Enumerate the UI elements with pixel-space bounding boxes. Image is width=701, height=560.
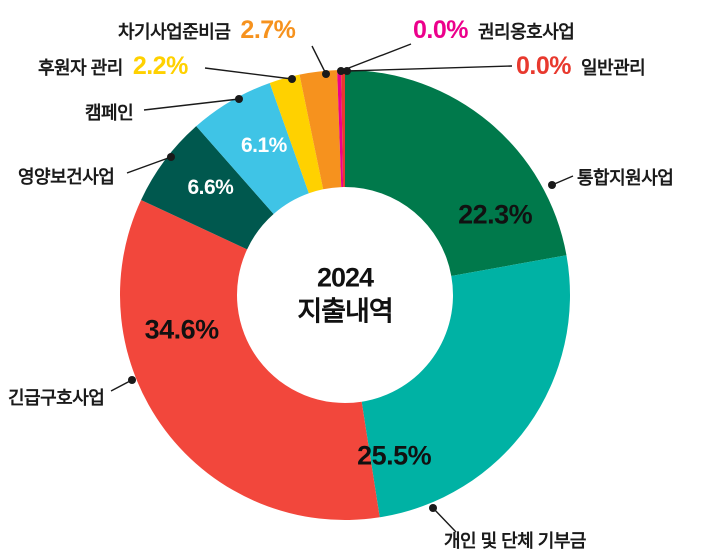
slice-rights-advocacy	[337, 70, 344, 188]
slice-next-project-reserve	[299, 70, 342, 190]
leader-dot-campaign	[235, 95, 243, 103]
slice-label-general-management: 일반관리	[580, 57, 646, 78]
callout-next-project-reserve: 차기사업준비금 2.7%	[118, 16, 296, 45]
leader-dot-individual-group-donations	[429, 504, 437, 512]
leader-dot-emergency-relief	[128, 376, 136, 384]
slice-label-next-project-reserve: 차기사업준비금	[118, 21, 231, 42]
leader-dot-next-project-reserve	[322, 70, 330, 78]
callout-emergency-relief: 긴급구호사업	[8, 384, 105, 410]
slice-campaign	[196, 82, 309, 214]
chart-center-title: 2024 지출내역	[297, 261, 393, 329]
slice-label-individual-group-donations: 개인 및 단체 기부금	[444, 531, 586, 551]
slice-label-emergency-relief: 긴급구호사업	[8, 388, 105, 408]
leader-line-rights-advocacy	[340, 43, 412, 72]
callout-general-management: 0.0% 일반관리	[516, 52, 646, 81]
slice-label-rights-advocacy: 권리옹호사업	[477, 21, 575, 42]
callout-campaign: 캠페인	[85, 99, 134, 125]
slice-value-emergency-relief: 34.6%	[144, 314, 220, 345]
slice-percent-donor-management: 2.2%	[132, 52, 188, 80]
slice-value-campaign: 6.1%	[240, 133, 287, 157]
center-title-text: 지출내역	[297, 296, 393, 326]
callout-integrated-support: 통합지원사업	[577, 164, 674, 190]
slice-emergency-relief	[120, 199, 380, 520]
slice-label-campaign: 캠페인	[85, 103, 134, 123]
leader-line-nutrition-health	[126, 156, 172, 174]
slice-individual-group-donations	[361, 255, 570, 518]
slice-percent-general-management: 0.0%	[516, 52, 571, 80]
leader-dot-integrated-support	[548, 181, 556, 189]
slice-label-donor-management: 후원자 관리	[38, 57, 123, 78]
leader-dot-nutrition-health	[167, 153, 175, 161]
callout-individual-group-donations: 개인 및 단체 기부금	[444, 527, 586, 553]
slice-donor-management	[269, 74, 324, 194]
slice-percent-next-project-reserve: 2.7%	[240, 16, 296, 44]
leader-dot-rights-advocacy	[337, 67, 345, 75]
leader-line-campaign	[143, 98, 240, 111]
callout-rights-advocacy: 0.0% 권리옹호사업	[413, 16, 575, 45]
slice-label-nutrition-health: 영양보건사업	[18, 167, 115, 187]
slice-value-individual-group-donations: 25.5%	[357, 440, 432, 471]
leader-line-donor-management	[204, 67, 293, 80]
leader-line-general-management	[346, 65, 513, 72]
leader-dot-general-management	[343, 67, 351, 75]
slice-label-integrated-support: 통합지원사업	[577, 168, 674, 188]
slice-integrated-support	[345, 70, 567, 276]
callout-nutrition-health: 영양보건사업	[18, 163, 115, 189]
slice-value-integrated-support: 22.3%	[458, 199, 533, 230]
leader-dot-donor-management	[288, 75, 296, 83]
slice-general-management	[341, 70, 345, 188]
leader-line-next-project-reserve	[311, 45, 327, 75]
slice-value-nutrition-health: 6.6%	[187, 175, 234, 199]
leader-line-individual-group-donations	[432, 507, 457, 533]
callout-donor-management: 후원자 관리 2.2%	[38, 52, 188, 81]
center-title-year: 2024	[316, 262, 374, 293]
slice-percent-rights-advocacy: 0.0%	[413, 16, 468, 44]
